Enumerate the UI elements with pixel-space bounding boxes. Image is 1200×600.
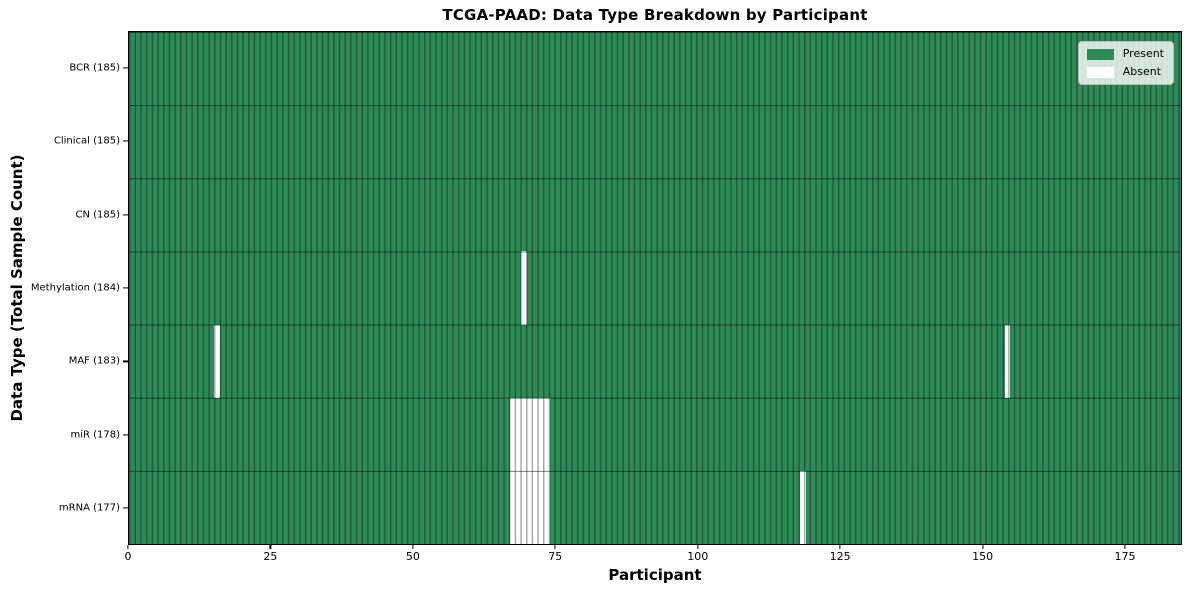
y-tick-label: MAF (183) bbox=[68, 355, 120, 367]
y-tick-mark bbox=[123, 507, 128, 509]
x-tick-label: 150 bbox=[972, 550, 994, 563]
x-tick-mark bbox=[982, 545, 984, 549]
y-tick-label: Methylation (184) bbox=[30, 282, 120, 294]
x-tick-label: 75 bbox=[548, 550, 563, 563]
plot-area: Present Absent bbox=[128, 31, 1182, 545]
x-tick-label: 100 bbox=[687, 550, 709, 563]
row-separator-overlay bbox=[129, 32, 1181, 544]
x-tick-mark bbox=[554, 545, 556, 549]
x-tick-mark bbox=[412, 545, 414, 549]
y-tick-mark bbox=[123, 434, 128, 436]
x-axis-tick-labels: 0 25 50 75 100 125 150 175 bbox=[124, 550, 1182, 564]
y-axis-label: Data Type (Total Sample Count) bbox=[8, 154, 26, 422]
legend: Present Absent bbox=[1077, 41, 1174, 85]
legend-item-absent: Absent bbox=[1086, 65, 1164, 78]
legend-swatch-absent bbox=[1086, 66, 1114, 78]
legend-swatch-present bbox=[1086, 48, 1114, 60]
legend-item-present: Present bbox=[1086, 47, 1164, 60]
y-tick-mark bbox=[123, 213, 128, 216]
y-tick-mark bbox=[123, 140, 128, 142]
legend-label: Present bbox=[1122, 47, 1164, 60]
x-tick-label: 125 bbox=[829, 550, 851, 563]
y-tick-label: CN (185) bbox=[75, 209, 120, 221]
y-tick-label: BCR (185) bbox=[69, 62, 120, 74]
y-axis-tick-labels: BCR (185) Clinical (185) CN (185) Methylati… bbox=[0, 31, 120, 545]
x-tick-mark bbox=[269, 545, 272, 549]
y-axis-tick-marks bbox=[123, 31, 128, 545]
x-tick-label: 175 bbox=[1114, 550, 1136, 563]
x-tick-mark bbox=[1124, 545, 1126, 549]
y-tick-label: mRNA (177) bbox=[58, 502, 120, 514]
legend-label: Absent bbox=[1122, 65, 1162, 78]
x-tick-mark bbox=[697, 545, 699, 549]
y-tick-mark bbox=[123, 287, 128, 289]
x-tick-label: 0 bbox=[124, 550, 132, 563]
y-tick-mark bbox=[123, 67, 128, 69]
x-axis-tick-marks bbox=[127, 545, 1182, 549]
y-tick-label: miR (178) bbox=[70, 429, 120, 441]
x-axis-label: Participant bbox=[608, 566, 702, 584]
x-tick-mark bbox=[127, 545, 129, 549]
x-tick-label: 50 bbox=[405, 550, 420, 563]
y-tick-mark bbox=[123, 360, 128, 363]
x-tick-mark bbox=[839, 545, 841, 549]
x-tick-label: 25 bbox=[263, 550, 278, 563]
y-tick-label: Clinical (185) bbox=[53, 135, 120, 147]
chart-title: TCGA-PAAD: Data Type Breakdown by Partic… bbox=[442, 6, 868, 24]
